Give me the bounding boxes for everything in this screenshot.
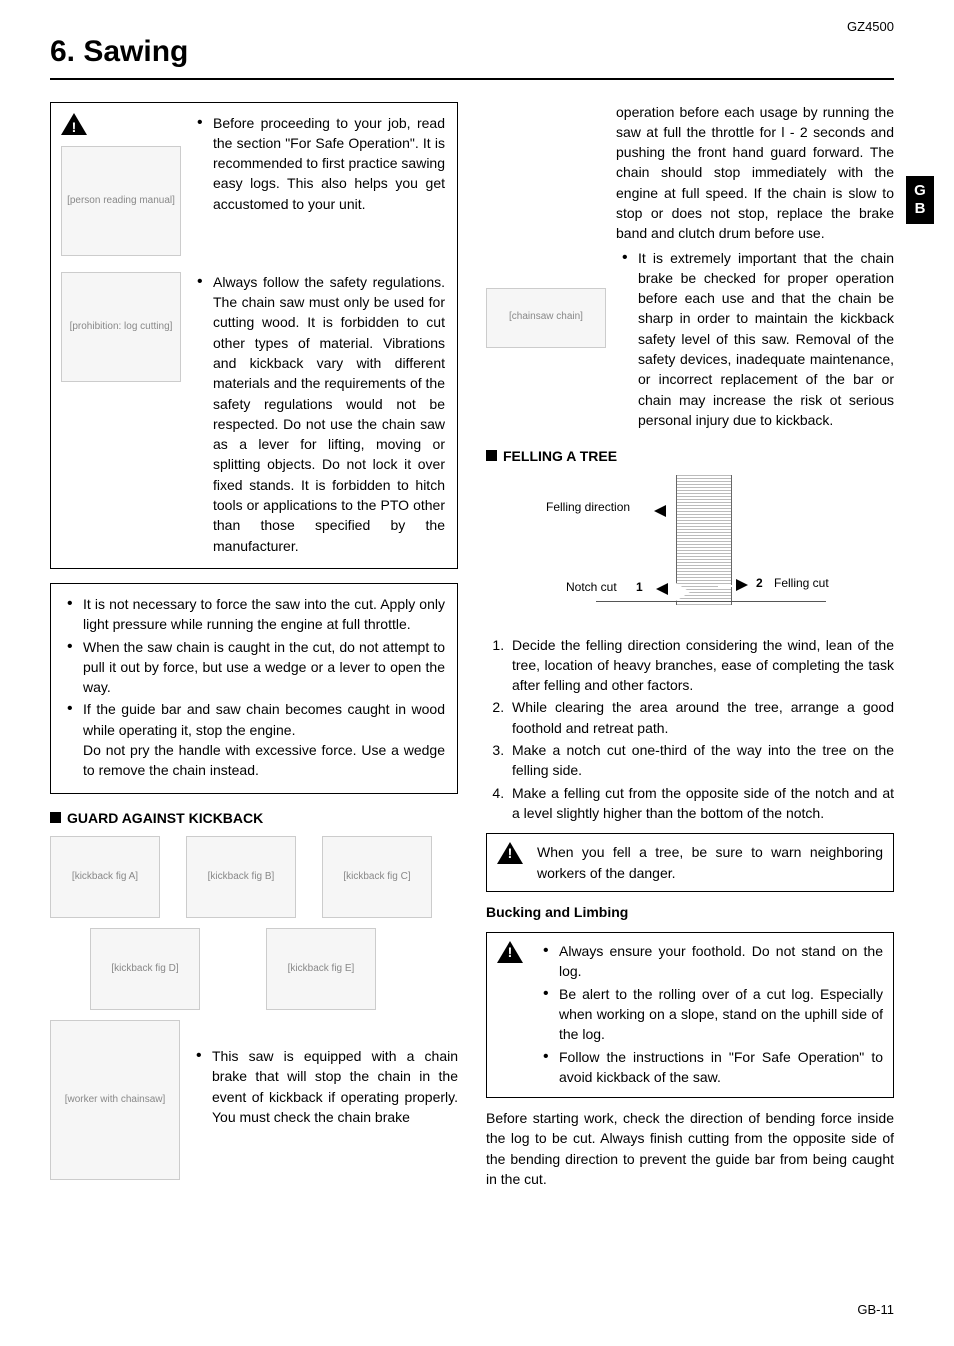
illustration-person-reading: [person reading manual] — [61, 146, 181, 256]
kickback-fig-c: [kickback fig C] — [322, 836, 432, 918]
model-number: GZ4500 — [847, 18, 894, 37]
kickback-heading-text: GUARD AGAINST KICKBACK — [67, 810, 263, 826]
bucking-bullet-3: Follow the instructions in "For Safe Ope… — [537, 1047, 883, 1088]
closing-paragraph: Before starting work, check the directio… — [486, 1108, 894, 1189]
notch-cut-label: Notch cut — [566, 579, 617, 596]
felling-cut-arrow-icon — [736, 579, 748, 591]
kickback-fig-b: [kickback fig B] — [186, 836, 296, 918]
kickback-fig-d: [kickback fig D] — [90, 928, 200, 1010]
felling-step-2: While clearing the area around the tree,… — [508, 697, 894, 738]
felling-diagram: Felling direction Notch cut 1 2 Felling … — [496, 475, 894, 625]
kickback-figures-row2: [kickback fig D] [kickback fig E] — [50, 928, 458, 1010]
side-tab-line2: B — [915, 200, 926, 217]
kickback-fig-a: [kickback fig A] — [50, 836, 160, 918]
warn-neighbors-box: When you fell a tree, be sure to warn ne… — [486, 833, 894, 892]
kickback-fig-e: [kickback fig E] — [266, 928, 376, 1010]
tip-b3-line1: If the guide bar and saw chain becomes c… — [83, 701, 445, 737]
diagram-ground — [596, 601, 826, 609]
felling-step-1: Decide the felling direction considering… — [508, 635, 894, 696]
chapter-title: 6. Sawing — [50, 30, 894, 80]
bucking-bullet-1: Always ensure your foothold. Do not stan… — [537, 941, 883, 982]
notch-cut-number: 1 — [636, 579, 643, 596]
felling-heading-text: FELLING A TREE — [503, 448, 617, 464]
tip-bullet3: If the guide bar and saw chain becomes c… — [61, 699, 445, 780]
tip-b3-line2: Do not pry the handle with excessive for… — [83, 742, 445, 778]
tip-bullet1: It is not necessary to force the saw int… — [61, 594, 445, 635]
felling-cut-number: 2 — [756, 575, 763, 592]
warn-neighbors-text: When you fell a tree, be sure to warn ne… — [537, 842, 883, 883]
chainbrake-bullet: This saw is equipped with a chain brake … — [190, 1046, 458, 1127]
felling-cut-label: Felling cut — [774, 575, 829, 592]
two-column-layout: [person reading manual] Before proceedin… — [50, 102, 894, 1190]
felling-steps: Decide the felling direction considering… — [486, 635, 894, 824]
bucking-bullet-2: Be alert to the rolling over of a cut lo… — [537, 984, 883, 1045]
page-number: GB-11 — [857, 1301, 894, 1320]
diagram-felling-cut-mark — [718, 585, 732, 587]
side-tab-line1: G — [914, 182, 926, 199]
side-language-tab: G B — [906, 176, 934, 224]
warning-triangle-icon — [497, 941, 523, 965]
illustration-chain: [chainsaw chain] — [486, 288, 606, 348]
felling-step-3: Make a notch cut one-third of the way in… — [508, 740, 894, 781]
left-column: [person reading manual] Before proceedin… — [50, 102, 458, 1190]
square-bullet-icon — [486, 450, 497, 461]
chainbrake-continuation-1: operation before each usage by running t… — [616, 102, 894, 244]
warning-box-top: [person reading manual] Before proceedin… — [50, 102, 458, 569]
bucking-warning-box: Always ensure your foothold. Do not stan… — [486, 932, 894, 1098]
chainbrake-row: [worker with chainsaw] This saw is equip… — [50, 1020, 458, 1180]
warn1-bullet2: Always follow the safety regulations. Th… — [191, 272, 445, 556]
felling-heading: FELLING A TREE — [486, 446, 894, 466]
chainbrake-continuation-2: It is extremely important that the chain… — [616, 248, 894, 431]
felling-direction-arrow-icon — [654, 505, 666, 517]
bucking-heading: Bucking and Limbing — [486, 902, 894, 922]
notch-cut-arrow-icon — [656, 583, 668, 595]
illustration-worker: [worker with chainsaw] — [50, 1020, 180, 1180]
right-column: operation before each usage by running t… — [486, 102, 894, 1190]
kickback-heading: GUARD AGAINST KICKBACK — [50, 808, 458, 828]
illustration-no-other-material: [prohibition: log cutting] — [61, 272, 181, 382]
tip-bullet2: When the saw chain is caught in the cut,… — [61, 637, 445, 698]
square-bullet-icon — [50, 812, 61, 823]
felling-step-4: Make a felling cut from the opposite sid… — [508, 783, 894, 824]
tips-box: It is not necessary to force the saw int… — [50, 583, 458, 794]
warn1-bullet1: Before proceeding to your job, read the … — [191, 113, 445, 214]
warning-triangle-icon — [61, 113, 87, 137]
kickback-figures-row1: [kickback fig A] [kickback fig B] [kickb… — [50, 836, 458, 918]
diagram-notch — [676, 583, 690, 601]
felling-direction-label: Felling direction — [546, 499, 630, 516]
warning-triangle-icon — [497, 842, 523, 866]
